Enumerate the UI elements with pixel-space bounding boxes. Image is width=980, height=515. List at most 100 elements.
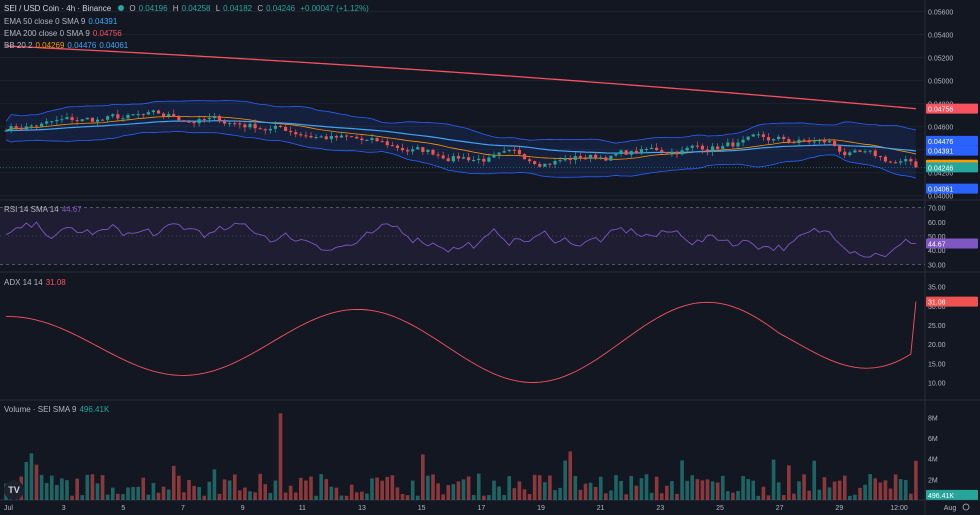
candle-body [344, 135, 349, 137]
candle-body [385, 141, 389, 146]
volume-tick-label: 2M [928, 477, 938, 484]
volume-bar [177, 475, 181, 500]
rsi-legend[interactable]: RSI 14 SMA 14 44.67 [4, 205, 85, 214]
ema200-legend[interactable]: EMA 200 close 0 SMA 9 0.04756 [4, 29, 125, 38]
volume-bar [497, 486, 501, 500]
time-tick-label: Jul [4, 505, 13, 512]
price-tag-label: 0.04246 [928, 165, 953, 172]
candle-body [304, 135, 308, 137]
candle-body [848, 152, 852, 156]
candle-body [700, 145, 705, 150]
time-tick-label: 29 [835, 505, 843, 512]
candle-body [339, 135, 344, 138]
low-value: 0.04182 [223, 4, 253, 13]
candle-body [746, 136, 750, 140]
bb-legend[interactable]: BB 20 2 0.04269 0.04476 0.04061 [4, 41, 131, 50]
volume-bar [319, 474, 323, 500]
candle-body [390, 145, 394, 147]
candle-body [177, 116, 181, 121]
volume-bar [171, 465, 176, 500]
time-tick-label: 11 [299, 505, 306, 512]
volume-bar [273, 480, 278, 500]
volume-bar [720, 475, 725, 500]
rsi-band [0, 207, 925, 265]
price-tick-label: 0.05000 [928, 79, 953, 86]
candle-body [207, 117, 211, 120]
tradingview-logo-icon[interactable]: TV [4, 480, 24, 500]
candle-body [527, 159, 532, 162]
candle-body [329, 135, 333, 140]
market-status-icon [118, 5, 125, 11]
volume-bar [593, 486, 598, 500]
candle-body [238, 123, 242, 125]
adx-legend[interactable]: ADX 14 14 31.08 [4, 278, 69, 287]
volume-bar [283, 492, 288, 500]
candle-body [29, 125, 34, 127]
candle-body [553, 160, 557, 165]
candle-body [375, 138, 379, 142]
candle-body [487, 157, 491, 162]
volume-bar [95, 483, 100, 500]
candle-body [705, 149, 710, 152]
candle-body [853, 150, 857, 153]
candle-body [822, 140, 827, 143]
candle-body [522, 154, 527, 160]
volume-bar [370, 478, 374, 500]
volume-bar [609, 490, 613, 500]
volume-bar [812, 460, 817, 500]
volume-bar [883, 480, 888, 500]
volume-bar [44, 482, 49, 500]
adx-tag-label: 31.08 [928, 300, 946, 307]
candle-body [614, 153, 618, 156]
volume-bar [532, 474, 537, 500]
volume-bar [700, 480, 705, 500]
ema200-value: 0.04756 [92, 29, 122, 38]
settings-gear-icon[interactable] [962, 503, 970, 511]
volume-tag-bg [926, 489, 978, 500]
volume-legend[interactable]: Volume · SEI SMA 9 496.41K [4, 405, 112, 414]
candle-body [19, 127, 23, 130]
volume-bar [309, 476, 313, 500]
adx-line [5, 301, 917, 383]
candle-body [721, 146, 725, 149]
price-tick-label: 0.05600 [928, 10, 953, 17]
volume-bar [446, 485, 451, 500]
volume-bar [807, 490, 811, 500]
volume-bar [842, 475, 847, 500]
candle-body [253, 123, 257, 129]
volume-bar [543, 482, 547, 500]
candle-body [660, 150, 664, 153]
rsi-tick-label: 60.00 [928, 220, 946, 227]
volume-bar [131, 487, 135, 500]
candle-body [243, 124, 247, 128]
candle-body [594, 154, 598, 159]
time-tick-label: 19 [537, 505, 545, 512]
volume-bar [868, 474, 872, 500]
volume-bar [471, 494, 476, 500]
candle-body [792, 142, 796, 144]
volume-bar [360, 491, 364, 500]
price-tag-label: 0.04391 [928, 149, 953, 156]
volume-bar [207, 481, 212, 500]
volume-bar [741, 476, 745, 500]
volume-bar [487, 494, 491, 500]
candle-body [50, 121, 54, 123]
volume-bar [659, 493, 664, 500]
volume-bar [792, 493, 796, 500]
candle-body [807, 140, 811, 143]
candle-body [70, 117, 74, 121]
candle-body [838, 146, 842, 152]
ema50-legend[interactable]: EMA 50 close 0 SMA 9 0.04391 [4, 17, 120, 26]
volume-bar [893, 474, 898, 500]
volume-bar [222, 479, 227, 500]
price-tick-label: 0.04000 [928, 194, 953, 201]
volume-bar [232, 474, 237, 500]
candle-body [568, 158, 572, 160]
candle-body [161, 113, 166, 117]
volume-bar [746, 479, 750, 500]
volume-bar [548, 475, 552, 500]
price-tick-label: 0.04600 [928, 125, 953, 132]
symbol-title[interactable]: SEI / USD Coin · 4h · Binance [4, 4, 112, 13]
candle-body [827, 141, 832, 143]
